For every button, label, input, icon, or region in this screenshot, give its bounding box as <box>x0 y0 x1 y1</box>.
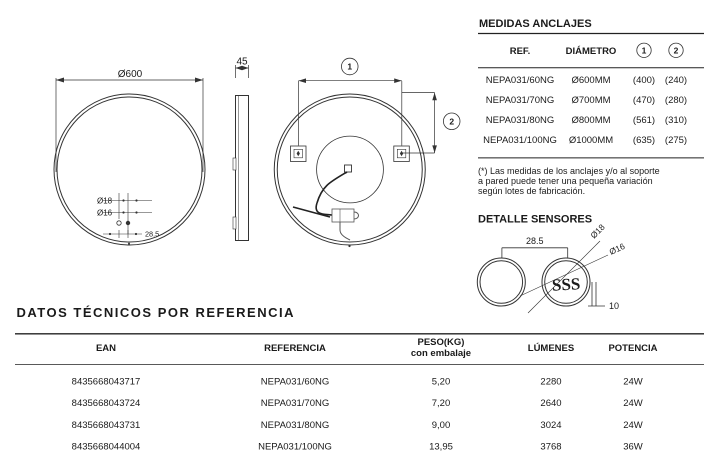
svg-text:(470): (470) <box>633 95 655 106</box>
svg-text:10: 10 <box>609 301 619 311</box>
svg-text:EAN: EAN <box>96 343 116 354</box>
svg-text:MEDIDAS ANCLAJES: MEDIDAS ANCLAJES <box>479 18 592 30</box>
svg-text:36W: 36W <box>623 441 643 452</box>
svg-text:3024: 3024 <box>540 420 561 431</box>
svg-text:7,20: 7,20 <box>432 398 451 409</box>
svg-text:NEPA031/70NG: NEPA031/70NG <box>486 95 554 106</box>
svg-text:NEPA031/80NG: NEPA031/80NG <box>261 420 329 431</box>
svg-text:Ø600MM: Ø600MM <box>571 75 610 86</box>
svg-text:SSS: SSS <box>551 274 580 294</box>
svg-text:(561): (561) <box>633 115 655 126</box>
svg-text:8435668044004: 8435668044004 <box>72 441 141 452</box>
svg-text:24W: 24W <box>623 420 643 431</box>
svg-text:8435668043724: 8435668043724 <box>72 398 141 409</box>
svg-text:2: 2 <box>449 117 454 127</box>
svg-text:DATOS TÉCNICOS POR REFERENCIA: DATOS TÉCNICOS POR REFERENCIA <box>17 305 295 320</box>
svg-text:2: 2 <box>674 45 679 55</box>
svg-text:2640: 2640 <box>540 398 561 409</box>
svg-text:DIÁMETRO: DIÁMETRO <box>566 46 617 57</box>
svg-text:(635): (635) <box>633 135 655 146</box>
svg-text:(280): (280) <box>665 95 687 106</box>
svg-text:3768: 3768 <box>540 441 561 452</box>
svg-text:45: 45 <box>236 57 248 68</box>
svg-text:Ø16: Ø16 <box>97 209 113 218</box>
svg-text:NEPA031/80NG: NEPA031/80NG <box>486 115 554 126</box>
svg-text:(310): (310) <box>665 115 687 126</box>
svg-text:(400): (400) <box>633 75 655 86</box>
svg-text:Ø16: Ø16 <box>608 241 627 257</box>
svg-text:NEPA031/100NG: NEPA031/100NG <box>483 135 557 146</box>
svg-text:Ø600: Ø600 <box>118 69 143 80</box>
svg-text:NEPA031/100NG: NEPA031/100NG <box>258 441 332 452</box>
svg-text:POTENCIA: POTENCIA <box>608 343 657 354</box>
svg-text:Ø18: Ø18 <box>97 197 113 206</box>
svg-text:8435668043717: 8435668043717 <box>72 377 141 388</box>
svg-text:con embalaje: con embalaje <box>411 348 471 359</box>
svg-text:(240): (240) <box>665 75 687 86</box>
svg-text:PESO(KG): PESO(KG) <box>418 337 465 348</box>
svg-text:5,20: 5,20 <box>432 377 451 388</box>
svg-text:1: 1 <box>347 62 352 72</box>
svg-text:9,00: 9,00 <box>432 420 451 431</box>
svg-text:24W: 24W <box>623 398 643 409</box>
svg-text:Ø800MM: Ø800MM <box>571 115 610 126</box>
svg-text:NEPA031/60NG: NEPA031/60NG <box>261 377 329 388</box>
svg-text:24W: 24W <box>623 377 643 388</box>
svg-text:según lotes de fabricación.: según lotes de fabricación. <box>478 186 585 196</box>
svg-text:NEPA031/70NG: NEPA031/70NG <box>261 398 329 409</box>
svg-text:REFERENCIA: REFERENCIA <box>264 343 326 354</box>
svg-text:(*) Las medidas de los anclaje: (*) Las medidas de los anclajes y/o al s… <box>478 166 660 176</box>
svg-text:a pared puede tener una pequeñ: a pared puede tener una pequeña variació… <box>478 176 653 186</box>
svg-text:Ø700MM: Ø700MM <box>571 95 610 106</box>
svg-text:NEPA031/60NG: NEPA031/60NG <box>486 75 554 86</box>
svg-text:8435668043731: 8435668043731 <box>72 420 141 431</box>
svg-text:2280: 2280 <box>540 377 561 388</box>
svg-text:13,95: 13,95 <box>429 441 453 452</box>
svg-text:(275): (275) <box>665 135 687 146</box>
svg-text:28.5: 28.5 <box>145 230 159 239</box>
svg-text:REF.: REF. <box>510 46 531 57</box>
svg-text:Ø1000MM: Ø1000MM <box>569 135 613 146</box>
svg-text:1: 1 <box>642 45 647 55</box>
svg-text:28.5: 28.5 <box>526 236 544 246</box>
svg-text:LÚMENES: LÚMENES <box>528 342 574 354</box>
svg-text:DETALLE SENSORES: DETALLE SENSORES <box>478 214 592 226</box>
